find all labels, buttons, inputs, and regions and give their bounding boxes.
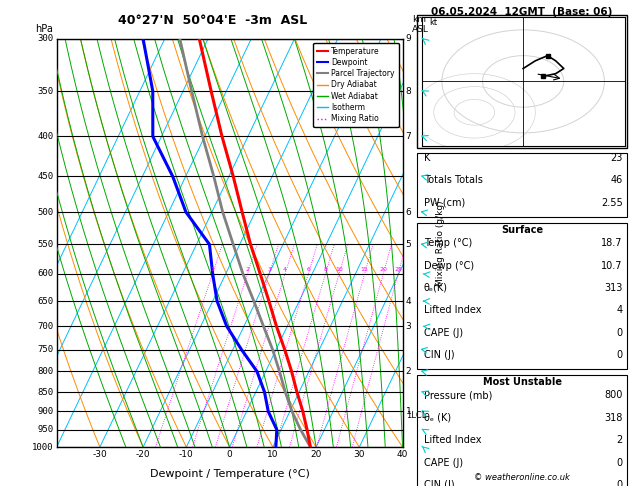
Text: Lifted Index: Lifted Index xyxy=(424,305,481,315)
Text: Temp (°C): Temp (°C) xyxy=(424,238,472,248)
Text: PW (cm): PW (cm) xyxy=(424,198,465,208)
Text: 10: 10 xyxy=(267,450,279,459)
Text: 25: 25 xyxy=(394,267,402,272)
Bar xyxy=(417,375,627,486)
Text: -20: -20 xyxy=(136,450,150,459)
Text: 8: 8 xyxy=(406,87,411,96)
Text: 6: 6 xyxy=(306,267,310,272)
Text: 300: 300 xyxy=(37,35,53,43)
Text: 700: 700 xyxy=(37,322,53,330)
Text: Mixing Ratio (g/kg): Mixing Ratio (g/kg) xyxy=(436,200,445,286)
Text: 0: 0 xyxy=(616,328,623,338)
Text: 950: 950 xyxy=(37,425,53,434)
Text: 0: 0 xyxy=(616,457,623,468)
Text: CIN (J): CIN (J) xyxy=(424,480,454,486)
Text: -10: -10 xyxy=(179,450,194,459)
Text: 30: 30 xyxy=(353,450,365,459)
Text: 318: 318 xyxy=(604,413,623,423)
Text: 1: 1 xyxy=(406,407,411,416)
Text: 900: 900 xyxy=(37,407,53,416)
Text: 600: 600 xyxy=(37,269,53,278)
Text: CIN (J): CIN (J) xyxy=(424,350,454,360)
Text: 3: 3 xyxy=(406,322,411,330)
Bar xyxy=(417,223,627,369)
Text: Most Unstable: Most Unstable xyxy=(482,377,562,387)
Bar xyxy=(417,153,627,217)
Text: Totals Totals: Totals Totals xyxy=(424,175,482,186)
Text: 23: 23 xyxy=(610,153,623,163)
Text: 0: 0 xyxy=(616,350,623,360)
Text: 750: 750 xyxy=(37,345,53,354)
Text: 6: 6 xyxy=(406,208,411,217)
Text: km
ASL: km ASL xyxy=(412,15,429,34)
Legend: Temperature, Dewpoint, Parcel Trajectory, Dry Adiabat, Wet Adiabat, Isotherm, Mi: Temperature, Dewpoint, Parcel Trajectory… xyxy=(313,43,399,127)
Text: 1LCL: 1LCL xyxy=(406,411,426,419)
Bar xyxy=(417,15,627,148)
Text: CAPE (J): CAPE (J) xyxy=(424,457,463,468)
Text: Dewp (°C): Dewp (°C) xyxy=(424,260,474,271)
Text: 20: 20 xyxy=(379,267,387,272)
Text: 850: 850 xyxy=(37,387,53,397)
Text: 400: 400 xyxy=(37,132,53,141)
Text: 15: 15 xyxy=(360,267,369,272)
Text: 550: 550 xyxy=(37,240,53,249)
Text: θₑ (K): θₑ (K) xyxy=(424,413,451,423)
Text: 4: 4 xyxy=(406,296,411,306)
Text: 20: 20 xyxy=(310,450,322,459)
Text: 500: 500 xyxy=(37,208,53,217)
Text: 650: 650 xyxy=(37,296,53,306)
Text: 0: 0 xyxy=(226,450,233,459)
Text: K: K xyxy=(424,153,430,163)
Text: θₑ(K): θₑ(K) xyxy=(424,283,448,293)
Text: 450: 450 xyxy=(37,172,53,181)
Text: 0: 0 xyxy=(616,480,623,486)
Text: 1: 1 xyxy=(211,267,214,272)
Text: 8: 8 xyxy=(323,267,327,272)
Text: 800: 800 xyxy=(604,390,623,400)
Text: hPa: hPa xyxy=(36,24,53,34)
Text: Surface: Surface xyxy=(501,225,543,235)
Text: 10: 10 xyxy=(335,267,343,272)
Text: Pressure (mb): Pressure (mb) xyxy=(424,390,492,400)
Text: 2: 2 xyxy=(245,267,250,272)
Text: 313: 313 xyxy=(604,283,623,293)
Text: © weatheronline.co.uk: © weatheronline.co.uk xyxy=(474,473,570,482)
Text: 2.55: 2.55 xyxy=(601,198,623,208)
Text: 4: 4 xyxy=(283,267,287,272)
Text: 1000: 1000 xyxy=(32,443,53,451)
Text: 9: 9 xyxy=(406,35,411,43)
Text: 3: 3 xyxy=(267,267,271,272)
Text: 2: 2 xyxy=(406,367,411,376)
Text: 40: 40 xyxy=(397,450,408,459)
Text: 10.7: 10.7 xyxy=(601,260,623,271)
Text: Dewpoint / Temperature (°C): Dewpoint / Temperature (°C) xyxy=(150,469,309,479)
Text: CAPE (J): CAPE (J) xyxy=(424,328,463,338)
Text: Lifted Index: Lifted Index xyxy=(424,435,481,445)
Text: 40°27'N  50°04'E  -3m  ASL: 40°27'N 50°04'E -3m ASL xyxy=(118,14,307,27)
Text: 800: 800 xyxy=(37,367,53,376)
Text: 46: 46 xyxy=(610,175,623,186)
Text: 2: 2 xyxy=(616,435,623,445)
Text: 06.05.2024  12GMT  (Base: 06): 06.05.2024 12GMT (Base: 06) xyxy=(431,7,613,17)
Text: 4: 4 xyxy=(616,305,623,315)
Text: 350: 350 xyxy=(37,87,53,96)
Text: 5: 5 xyxy=(406,240,411,249)
Text: -30: -30 xyxy=(92,450,107,459)
Text: 7: 7 xyxy=(406,132,411,141)
Text: 18.7: 18.7 xyxy=(601,238,623,248)
